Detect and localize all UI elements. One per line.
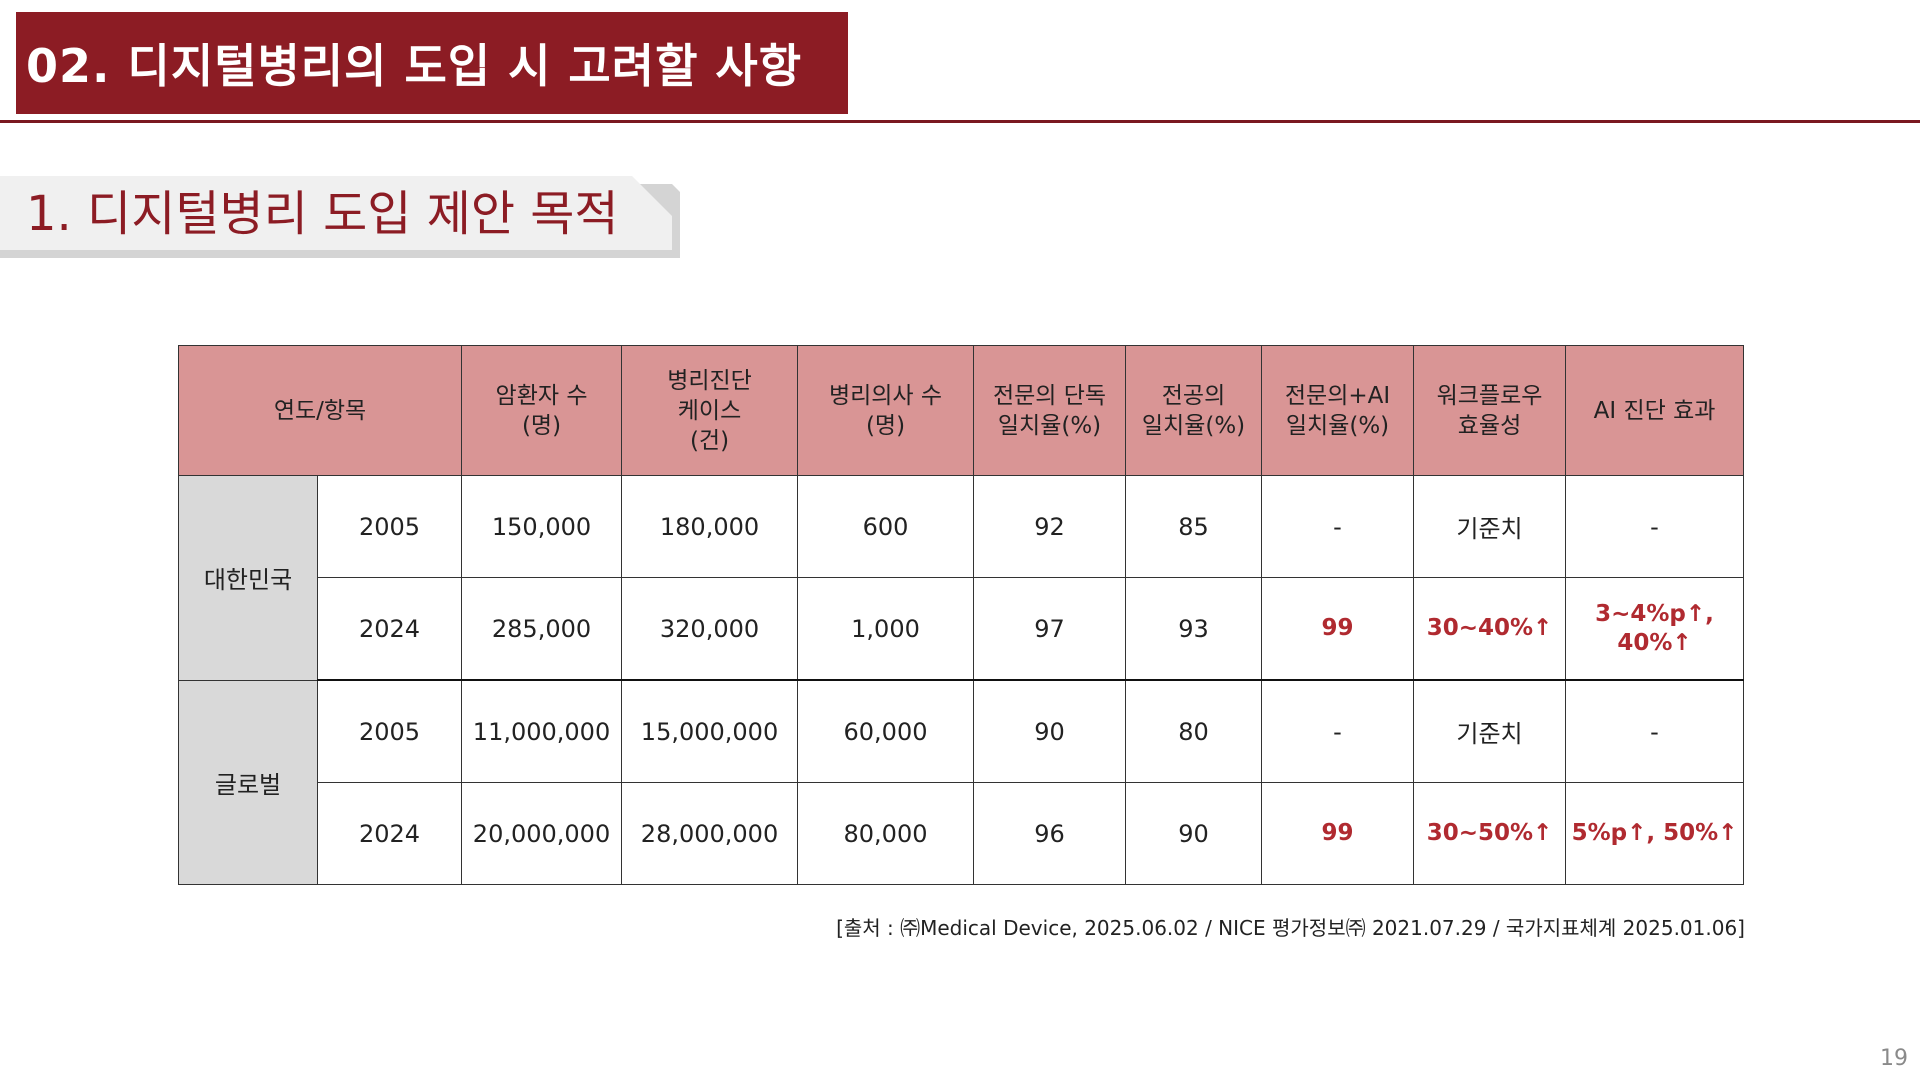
workflow-cell: 기준치 — [1413, 679, 1567, 783]
expert-agreement-cell: 92 — [973, 475, 1127, 578]
header-expert-ai-agreement: 전문의+AI 일치율(%) — [1261, 345, 1415, 476]
year-cell: 2024 — [316, 782, 463, 885]
page-number: 19 — [1880, 1046, 1908, 1071]
pathologists-cell: 1,000 — [797, 577, 975, 681]
statistics-table: 연도/항목 암환자 수 (명) 병리진단 케이스 (건) 병리의사 수 (명) … — [177, 345, 1745, 885]
header-resident-agreement: 전공의 일치율(%) — [1125, 345, 1263, 476]
expert-ai-agreement-cell: - — [1261, 475, 1415, 578]
group-label-global: 글로벌 — [178, 679, 318, 885]
year-cell: 2024 — [316, 577, 463, 681]
expert-ai-agreement-cell: - — [1261, 679, 1415, 783]
table-header-row: 연도/항목 암환자 수 (명) 병리진단 케이스 (건) 병리의사 수 (명) … — [177, 345, 1745, 476]
table-row: 2024 20,000,000 28,000,000 80,000 96 90 … — [179, 782, 1745, 885]
cancer-patients-cell: 285,000 — [461, 577, 623, 681]
pathology-cases-cell: 28,000,000 — [621, 782, 799, 885]
pathologists-cell: 80,000 — [797, 782, 975, 885]
year-cell: 2005 — [316, 679, 463, 783]
table-row: 글로벌 2005 11,000,000 15,000,000 60,000 90… — [178, 679, 1745, 885]
section-title: 1. 디지털병리 도입 제안 목적 — [26, 186, 619, 242]
cancer-patients-cell: 20,000,000 — [461, 782, 623, 885]
expert-agreement-cell: 97 — [973, 577, 1127, 681]
expert-ai-agreement-cell: 99 — [1261, 577, 1415, 681]
header-banner: 02. 디지털병리의 도입 시 고려할 사항 — [16, 12, 848, 114]
workflow-cell: 30~50%↑ — [1413, 782, 1567, 885]
header-pathologists: 병리의사 수 (명) — [797, 345, 975, 476]
ai-effect-cell: - — [1565, 679, 1745, 783]
resident-agreement-cell: 93 — [1125, 577, 1263, 681]
source-citation: [출처 : ㈜Medical Device, 2025.06.02 / NICE… — [836, 916, 1745, 940]
workflow-cell: 30~40%↑ — [1413, 577, 1567, 681]
ai-effect-cell: 5%p↑, 50%↑ — [1565, 782, 1745, 885]
year-cell: 2005 — [316, 475, 463, 578]
page-title: 02. 디지털병리의 도입 시 고려할 사항 — [26, 39, 803, 93]
pathologists-cell: 600 — [797, 475, 975, 578]
expert-agreement-cell: 90 — [973, 679, 1127, 783]
cancer-patients-cell: 150,000 — [461, 475, 623, 578]
ai-effect-cell: - — [1565, 475, 1745, 578]
header-category: 연도/항목 — [177, 345, 463, 476]
expert-ai-agreement-cell: 99 — [1261, 782, 1415, 885]
resident-agreement-cell: 80 — [1125, 679, 1263, 783]
section-tab: 1. 디지털병리 도입 제안 목적 — [0, 176, 680, 258]
cancer-patients-cell: 11,000,000 — [461, 679, 623, 783]
table-row: 2024 285,000 320,000 1,000 97 93 99 30~4… — [179, 577, 1745, 681]
header-workflow: 워크플로우 효율성 — [1413, 345, 1567, 476]
resident-agreement-cell: 90 — [1125, 782, 1263, 885]
expert-agreement-cell: 96 — [973, 782, 1127, 885]
header-cancer-patients: 암환자 수 (명) — [461, 345, 623, 476]
resident-agreement-cell: 85 — [1125, 475, 1263, 578]
header-divider — [0, 120, 1920, 123]
workflow-cell: 기준치 — [1413, 475, 1567, 578]
group-label-korea: 대한민국 — [178, 475, 318, 681]
table-row: 대한민국 2005 150,000 180,000 600 92 85 - 기준… — [178, 475, 1745, 681]
pathology-cases-cell: 15,000,000 — [621, 679, 799, 783]
header-ai-effect: AI 진단 효과 — [1565, 345, 1745, 476]
header-expert-agreement: 전문의 단독 일치율(%) — [973, 345, 1127, 476]
pathology-cases-cell: 180,000 — [621, 475, 799, 578]
ai-effect-cell: 3~4%p↑, 40%↑ — [1565, 577, 1745, 681]
pathologists-cell: 60,000 — [797, 679, 975, 783]
header-pathology-cases: 병리진단 케이스 (건) — [621, 345, 799, 476]
pathology-cases-cell: 320,000 — [621, 577, 799, 681]
section-tab-shape — [0, 176, 680, 258]
